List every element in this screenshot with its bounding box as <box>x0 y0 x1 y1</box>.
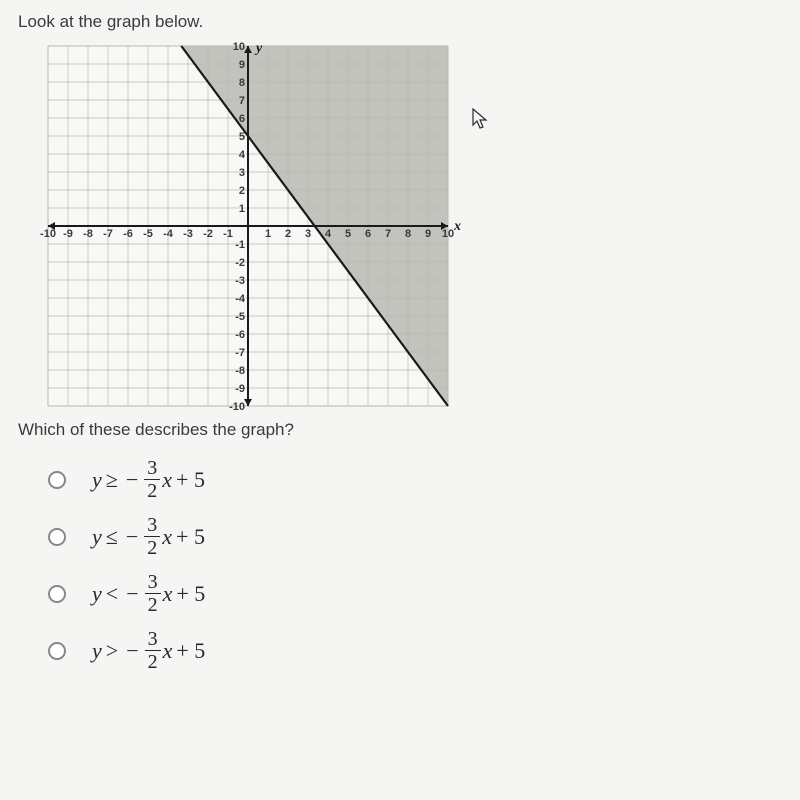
svg-text:5: 5 <box>345 228 351 240</box>
svg-text:7: 7 <box>385 228 391 240</box>
svg-text:10: 10 <box>233 41 245 53</box>
svg-text:-9: -9 <box>63 228 73 240</box>
svg-text:2: 2 <box>239 185 245 197</box>
svg-text:9: 9 <box>239 59 245 71</box>
svg-text:4: 4 <box>239 149 246 161</box>
svg-text:2: 2 <box>285 228 291 240</box>
svg-text:-4: -4 <box>235 293 246 305</box>
option-formula: y ≤ − 32 x + 5 <box>92 515 209 558</box>
svg-text:y: y <box>254 41 263 56</box>
option-b[interactable]: y ≤ − 32 x + 5 <box>48 515 782 558</box>
graph-container: -10-9-8-7-6-5-4-3-2-112345678910-10-9-8-… <box>28 38 468 418</box>
options-list: y ≥ − 32 x + 5 y ≤ − 32 x + 5 y < <box>48 458 782 672</box>
option-d[interactable]: y > − 32 x + 5 <box>48 629 782 672</box>
svg-text:1: 1 <box>265 228 271 240</box>
svg-text:x: x <box>453 219 461 234</box>
svg-text:-8: -8 <box>235 365 245 377</box>
svg-text:-4: -4 <box>163 228 174 240</box>
svg-text:4: 4 <box>325 228 332 240</box>
svg-text:-9: -9 <box>235 383 245 395</box>
option-c[interactable]: y < − 32 x + 5 <box>48 572 782 615</box>
svg-text:-1: -1 <box>223 228 233 240</box>
svg-text:-7: -7 <box>103 228 113 240</box>
option-formula: y < − 32 x + 5 <box>92 572 209 615</box>
svg-text:-10: -10 <box>229 401 245 413</box>
svg-text:-2: -2 <box>235 257 245 269</box>
option-formula: y ≥ − 32 x + 5 <box>92 458 209 501</box>
radio-icon[interactable] <box>48 585 66 603</box>
svg-text:-3: -3 <box>235 275 245 287</box>
svg-text:1: 1 <box>239 203 245 215</box>
svg-text:-5: -5 <box>235 311 245 323</box>
svg-text:-7: -7 <box>235 347 245 359</box>
svg-text:8: 8 <box>239 77 245 89</box>
option-a[interactable]: y ≥ − 32 x + 5 <box>48 458 782 501</box>
svg-text:7: 7 <box>239 95 245 107</box>
svg-text:-5: -5 <box>143 228 153 240</box>
svg-text:-10: -10 <box>40 228 56 240</box>
svg-text:-3: -3 <box>183 228 193 240</box>
svg-text:10: 10 <box>442 228 454 240</box>
svg-text:-1: -1 <box>235 239 245 251</box>
cursor-icon <box>472 108 492 132</box>
worksheet-page: Look at the graph below. -10 -9 -8 -7 -6 -5 -4… <box>0 0 800 800</box>
svg-text:-6: -6 <box>123 228 133 240</box>
svg-text:6: 6 <box>365 228 371 240</box>
inequality-graph: -10-9-8-7-6-5-4-3-2-112345678910-10-9-8-… <box>28 38 468 418</box>
svg-text:-6: -6 <box>235 329 245 341</box>
radio-icon[interactable] <box>48 528 66 546</box>
svg-text:-2: -2 <box>203 228 213 240</box>
svg-text:9: 9 <box>425 228 431 240</box>
svg-text:8: 8 <box>405 228 411 240</box>
svg-text:3: 3 <box>239 167 245 179</box>
svg-text:5: 5 <box>239 131 245 143</box>
radio-icon[interactable] <box>48 471 66 489</box>
prompt-text: Look at the graph below. <box>18 12 782 32</box>
radio-icon[interactable] <box>48 642 66 660</box>
svg-text:-8: -8 <box>83 228 93 240</box>
option-formula: y > − 32 x + 5 <box>92 629 209 672</box>
question-text: Which of these describes the graph? <box>18 420 782 440</box>
svg-text:3: 3 <box>305 228 311 240</box>
